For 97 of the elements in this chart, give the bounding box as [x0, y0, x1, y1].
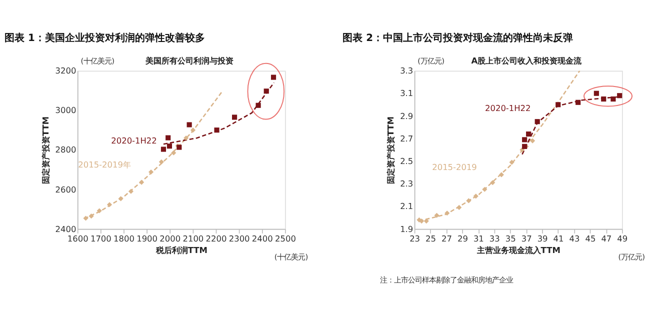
x-tick-label: 43	[569, 234, 580, 244]
point	[444, 210, 450, 216]
chart-subtitle: A股上市公司收入和投资现金流	[471, 55, 583, 66]
y-tick-label: 2.1	[400, 201, 414, 212]
point	[534, 119, 540, 124]
point	[576, 100, 581, 105]
point	[473, 194, 478, 199]
point	[509, 160, 514, 165]
point	[617, 93, 622, 98]
x-tick-label: 25	[426, 234, 436, 244]
point	[148, 169, 154, 175]
series-label: 2020-1H22	[485, 102, 531, 113]
point	[166, 135, 171, 140]
x-tick-label: 1600	[67, 234, 88, 244]
series-label: 2015-2019	[432, 162, 477, 172]
text: (万亿元)	[618, 252, 646, 262]
point	[171, 150, 176, 156]
point	[166, 144, 172, 149]
point	[184, 135, 189, 141]
series-label: 2015-2019年	[78, 159, 131, 170]
y-tick-label: 3.1	[400, 88, 414, 98]
point	[118, 196, 124, 202]
x-tick-label: 37	[521, 234, 532, 244]
point	[498, 172, 504, 178]
y-tick-label: 3.3	[400, 66, 414, 76]
text: (万亿元)	[418, 56, 445, 66]
point	[270, 74, 276, 80]
point	[139, 180, 144, 185]
point	[88, 214, 94, 219]
x-tick-label: 23	[410, 234, 420, 244]
x-tick-label: 2300	[228, 234, 250, 244]
point	[490, 180, 496, 186]
point	[158, 159, 164, 164]
chart-title: 图表 2：中国上市公司投资对现金流的弹性尚未反弹	[342, 32, 574, 44]
text: (十亿美元)	[80, 56, 115, 66]
point	[526, 131, 532, 137]
x-tick-label: 27	[442, 234, 452, 244]
point	[106, 202, 112, 208]
point	[214, 128, 220, 133]
point	[96, 208, 102, 214]
y-tick-label: 2.7	[400, 133, 414, 144]
point	[232, 114, 238, 120]
point	[190, 128, 196, 133]
x-axis-title: 主营业务现金流入TTM	[476, 245, 560, 256]
chart-title: 图表 1：美国企业投资对利润的弹性改善较多	[4, 32, 205, 44]
x-tick-label: 1800	[114, 234, 134, 244]
y-tick-label: 2.3	[400, 178, 414, 189]
point	[556, 102, 561, 108]
y-axis-title: 固定资产投资TTM	[40, 116, 51, 184]
point	[424, 218, 429, 224]
y-tick-label: 3000	[55, 105, 76, 116]
x-tick-label: 2500	[274, 234, 296, 244]
y-tick-label: 2.5	[400, 156, 414, 166]
point	[160, 146, 166, 152]
point	[186, 122, 192, 128]
point	[610, 96, 616, 102]
y-tick-label: 2600	[55, 184, 76, 194]
line-series	[162, 82, 275, 145]
x-tick-label: 31	[473, 234, 484, 244]
x-tick-label: 47	[601, 234, 612, 244]
x-tick-label: 29	[457, 234, 468, 244]
x-tick-label: 2200	[206, 234, 227, 244]
point	[522, 137, 528, 142]
point	[83, 216, 88, 221]
y-tick-label: 1.9	[400, 224, 414, 234]
x-tick-label: 33	[489, 234, 500, 244]
x-tick-label: 45	[585, 234, 596, 244]
x-tick-label: 2400	[252, 234, 273, 244]
y-tick-label: 3200	[55, 66, 76, 76]
text: (十亿美元)	[274, 252, 308, 262]
x-tick-label: 39	[537, 234, 548, 244]
y-tick-label: 2800	[55, 144, 76, 155]
x-tick-label: 1700	[90, 234, 112, 244]
series-label: 2020-1H22	[111, 135, 157, 146]
point	[530, 138, 536, 144]
point	[434, 212, 440, 218]
point	[482, 186, 488, 192]
x-tick-label: 1900	[136, 234, 158, 244]
point	[128, 188, 134, 194]
point	[264, 88, 269, 94]
x-tick-label: 2000	[160, 234, 181, 244]
y-tick-label: 2.9	[400, 110, 414, 121]
chart-subtitle: 美国所有公司利润与投资	[144, 55, 234, 66]
y-axis-title: 固定资产投资TTM	[385, 116, 396, 184]
x-tick-label: 35	[505, 234, 516, 244]
x-axis-title: 税后利润TTM	[154, 245, 208, 256]
x-tick-label: 2100	[182, 234, 204, 244]
point	[419, 218, 424, 224]
y-tick-label: 2400	[55, 224, 76, 234]
point	[594, 90, 599, 96]
x-tick-label: 49	[617, 234, 628, 244]
point	[456, 204, 462, 210]
point	[466, 198, 472, 204]
text: 注：上市公司样本剔除了金融和房地产企业	[380, 275, 513, 284]
point	[601, 96, 606, 102]
x-tick-label: 41	[553, 234, 564, 244]
point	[256, 102, 261, 108]
